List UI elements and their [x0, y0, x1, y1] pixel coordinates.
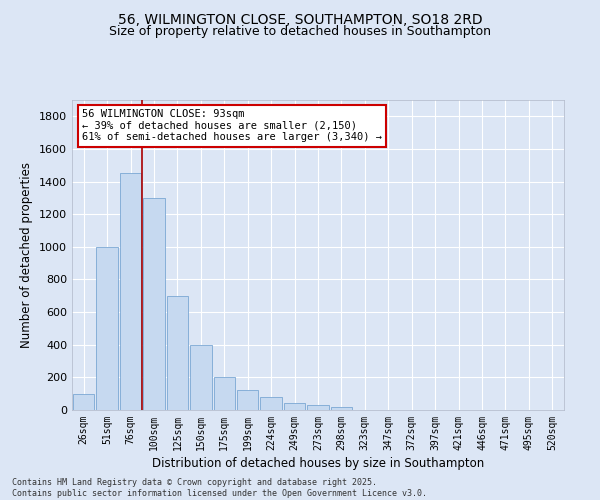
Y-axis label: Number of detached properties: Number of detached properties — [20, 162, 34, 348]
Bar — [284, 404, 305, 410]
Bar — [237, 390, 259, 410]
Bar — [214, 378, 235, 410]
Text: Size of property relative to detached houses in Southampton: Size of property relative to detached ho… — [109, 25, 491, 38]
Bar — [167, 296, 188, 410]
Bar — [120, 174, 142, 410]
Text: 56, WILMINGTON CLOSE, SOUTHAMPTON, SO18 2RD: 56, WILMINGTON CLOSE, SOUTHAMPTON, SO18 … — [118, 12, 482, 26]
Bar — [143, 198, 165, 410]
Text: 56 WILMINGTON CLOSE: 93sqm
← 39% of detached houses are smaller (2,150)
61% of s: 56 WILMINGTON CLOSE: 93sqm ← 39% of deta… — [82, 110, 382, 142]
Bar — [73, 394, 94, 410]
Bar — [97, 247, 118, 410]
X-axis label: Distribution of detached houses by size in Southampton: Distribution of detached houses by size … — [152, 457, 484, 470]
Bar — [331, 406, 352, 410]
Bar — [260, 397, 282, 410]
Text: Contains HM Land Registry data © Crown copyright and database right 2025.
Contai: Contains HM Land Registry data © Crown c… — [12, 478, 427, 498]
Bar — [190, 344, 212, 410]
Bar — [307, 405, 329, 410]
